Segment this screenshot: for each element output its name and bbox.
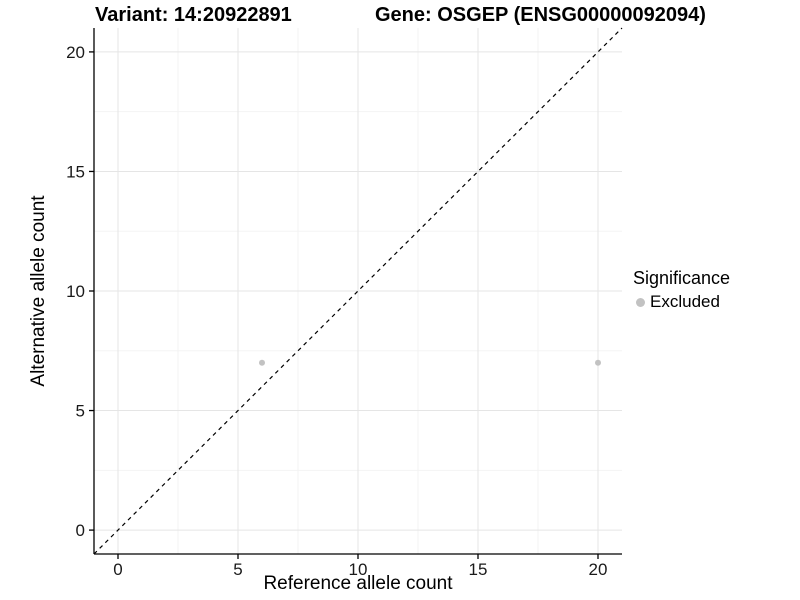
y-tick-label: 15	[66, 162, 85, 181]
legend: Significance Excluded	[633, 268, 730, 312]
y-axis-title: Alternative allele count	[28, 195, 49, 387]
legend-item-label: Excluded	[650, 292, 720, 311]
data-point	[595, 359, 601, 366]
excluded-point-icon	[636, 298, 645, 307]
y-tick-label: 5	[76, 402, 85, 421]
y-tick-label: 20	[66, 43, 85, 62]
legend-title: Significance	[633, 268, 731, 288]
gene-title: Gene: OSGEP (ENSG00000092094)	[375, 4, 706, 26]
x-axis-title: Reference allele count	[263, 573, 453, 594]
variant-title: Variant: 14:20922891	[95, 4, 292, 26]
x-tick-label: 10	[349, 560, 368, 579]
y-tick-label: 0	[76, 521, 85, 540]
data-point	[259, 359, 265, 366]
x-tick-label: 5	[233, 560, 242, 579]
y-tick-label: 10	[66, 282, 85, 301]
x-tick-label: 15	[469, 560, 488, 579]
x-tick-label: 0	[113, 560, 122, 579]
x-tick-label: 20	[589, 560, 608, 579]
legend-item-excluded: Excluded	[633, 292, 730, 312]
